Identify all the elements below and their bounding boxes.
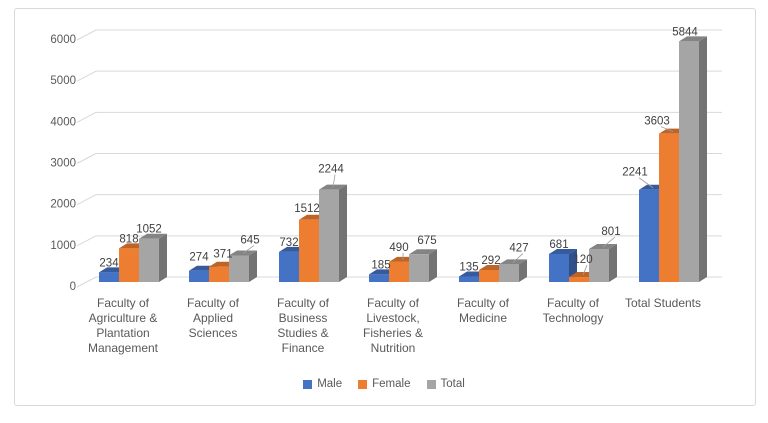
legend-item-total[interactable]: Total (426, 378, 465, 390)
bar-total-5[interactable] (589, 249, 609, 282)
bar-total-6-side-face (699, 36, 707, 283)
bar-total-3-top-face (409, 249, 437, 255)
bar-total-0-side-face (159, 233, 167, 282)
value-label-total-1: 645 (240, 234, 259, 246)
bar-total-0-top-face (139, 233, 167, 239)
value-label-male-2: 732 (279, 237, 298, 249)
data-label-leader-line (242, 245, 255, 254)
bar-male-2[interactable] (279, 251, 299, 282)
value-label-female-0: 818 (119, 233, 138, 245)
category-label-0[interactable]: Faculty of Agriculture & Plantation Managem… (88, 296, 159, 355)
y-axis-tick-label: 2000 (50, 199, 76, 211)
data-label-leader-line (602, 236, 616, 248)
value-label-male-6: 2241 (622, 167, 648, 179)
gridline-diagonal-6000 (76, 29, 97, 41)
value-label-total-3: 675 (417, 235, 436, 247)
gridline-diagonal-1000 (76, 235, 97, 247)
y-axis-tick-label: 3000 (50, 158, 76, 170)
category-label-4[interactable]: Faculty of Medicine (457, 296, 510, 325)
data-label-leader-line (582, 264, 588, 276)
bar-total-1-top-face (229, 250, 257, 256)
value-label-female-1: 371 (213, 249, 232, 261)
bar-female-6[interactable] (659, 133, 679, 282)
value-label-male-0: 234 (99, 257, 119, 269)
category-label-6[interactable]: Total Students (625, 296, 701, 310)
legend-label-female: Female (372, 378, 411, 390)
bar-total-3-side-face (429, 249, 437, 282)
value-label-total-5: 801 (601, 226, 620, 238)
legend-label-male: Male (317, 378, 343, 390)
bar-male-0[interactable] (99, 272, 119, 282)
gridline-diagonal-2000 (76, 194, 97, 206)
data-label-leader-line (638, 177, 654, 189)
value-label-female-3: 490 (389, 242, 408, 254)
legend-swatch-male-icon (303, 379, 313, 389)
bar-total-2[interactable] (319, 189, 339, 282)
category-label-2[interactable]: Faculty of Business Studies & Finance (277, 296, 330, 355)
bar-male-5-top-face (549, 248, 577, 254)
legend-item-female[interactable]: Female (358, 378, 411, 390)
data-label-leader-line (512, 253, 524, 263)
value-label-total-4: 427 (509, 242, 528, 254)
value-label-female-6: 3603 (644, 116, 670, 128)
bar-total-2-side-face (339, 184, 347, 282)
bar-total-0[interactable] (139, 238, 159, 282)
bar-female-3[interactable] (389, 261, 409, 282)
bar-total-6[interactable] (679, 41, 699, 283)
category-label-5[interactable]: Faculty of Technology (543, 296, 604, 325)
gridline-diagonal-0 (76, 276, 97, 288)
gridline-diagonal-5000 (76, 70, 97, 82)
value-label-male-5: 681 (549, 239, 568, 251)
bar-total-5-side-face (609, 244, 617, 282)
y-axis-tick-label: 6000 (50, 34, 76, 46)
chart-legend: Male Female Total (0, 376, 768, 392)
value-label-female-5: 120 (573, 254, 592, 266)
value-label-total-0: 1052 (136, 224, 162, 236)
legend-label-total: Total (440, 378, 465, 390)
gridline-diagonal-4000 (76, 111, 97, 123)
data-label-leader-line (332, 174, 336, 188)
bar-female-2[interactable] (299, 219, 319, 282)
legend-swatch-total-icon (426, 379, 436, 389)
value-label-male-3: 185 (371, 259, 390, 271)
y-axis-tick-label: 0 (70, 281, 76, 293)
bar-male-1[interactable] (189, 270, 209, 282)
legend-swatch-female-icon (358, 379, 368, 389)
value-label-total-2: 2244 (318, 164, 344, 176)
category-label-3[interactable]: Faculty of Livestock, Fisheries & Nutrition (363, 296, 423, 355)
bar-male-5[interactable] (549, 253, 569, 282)
category-label-1[interactable]: Faculty of Applied Sciences (187, 296, 240, 340)
bar-total-3[interactable] (409, 254, 429, 282)
y-axis-tick-label: 1000 (50, 240, 76, 252)
legend-item-male[interactable]: Male (303, 378, 342, 390)
bar-male-3[interactable] (369, 274, 389, 282)
bar-female-4[interactable] (479, 269, 499, 282)
chart-card (14, 8, 756, 406)
value-label-female-4: 292 (481, 255, 500, 267)
gridline-diagonal-3000 (76, 153, 97, 164)
value-label-male-4: 135 (459, 261, 478, 273)
value-label-female-2: 1512 (294, 203, 320, 215)
bar-total-6-top-face (679, 36, 707, 42)
y-axis-tick-label: 4000 (50, 116, 76, 128)
bar-female-0[interactable] (119, 248, 139, 282)
bar-male-6[interactable] (639, 189, 659, 282)
bar-total-1-side-face (249, 250, 257, 282)
value-label-total-6: 5844 (672, 26, 698, 38)
bar-total-4-side-face (519, 259, 527, 282)
bar-male-4[interactable] (459, 276, 479, 282)
data-label-leader-line (660, 126, 674, 133)
bar-female-1[interactable] (209, 266, 229, 282)
bar-total-4[interactable] (499, 264, 519, 282)
y-axis-tick-label: 5000 (50, 75, 76, 87)
bar-total-1[interactable] (229, 255, 249, 282)
bar-female-5[interactable] (569, 277, 589, 282)
value-label-male-1: 274 (189, 252, 209, 264)
